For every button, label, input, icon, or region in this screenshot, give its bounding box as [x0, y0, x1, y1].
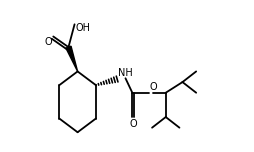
Text: OH: OH [75, 23, 90, 33]
Text: O: O [130, 119, 137, 129]
Text: O: O [150, 82, 157, 92]
Text: NH: NH [118, 68, 133, 78]
Text: O: O [45, 37, 53, 47]
Polygon shape [66, 46, 78, 71]
